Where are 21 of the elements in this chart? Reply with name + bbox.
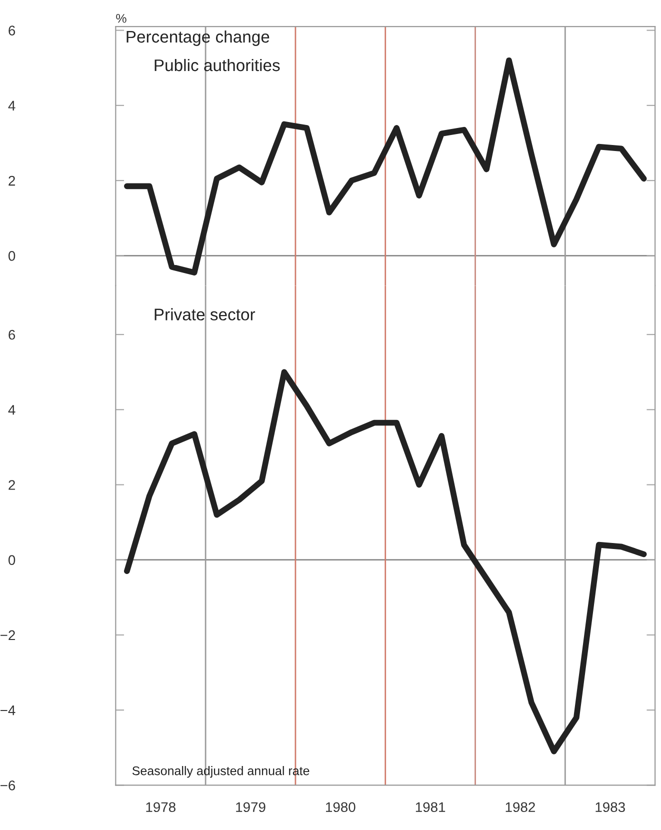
y-tick-label: 2 xyxy=(8,480,15,490)
y-tick-label: 4 xyxy=(8,100,16,110)
x-tick-label: 1981 xyxy=(416,802,446,812)
y-tick-label: 0 xyxy=(8,250,16,261)
x-tick-label: 1980 xyxy=(326,802,356,812)
y-tick-label: −4 xyxy=(0,706,16,716)
x-tick-label: 1979 xyxy=(236,802,266,812)
y-tick-label: 2 xyxy=(8,176,15,186)
y-axis-title: % xyxy=(116,14,126,23)
y-tick-label: 6 xyxy=(8,330,16,340)
y-tick-label: 6 xyxy=(8,26,16,36)
y-tick-label: −2 xyxy=(0,630,15,640)
x-tick-label: 1983 xyxy=(596,802,625,812)
x-tick-label: 1978 xyxy=(146,802,176,812)
x-tick-label: 1982 xyxy=(506,802,535,812)
text: Private sector xyxy=(154,308,256,320)
text: Public authorities xyxy=(154,58,280,72)
y-tick-label: 4 xyxy=(8,405,16,415)
y-tick-label: −6 xyxy=(0,780,16,790)
y-tick-label: 0 xyxy=(8,555,16,566)
annotation: Percentage change xyxy=(126,30,270,46)
